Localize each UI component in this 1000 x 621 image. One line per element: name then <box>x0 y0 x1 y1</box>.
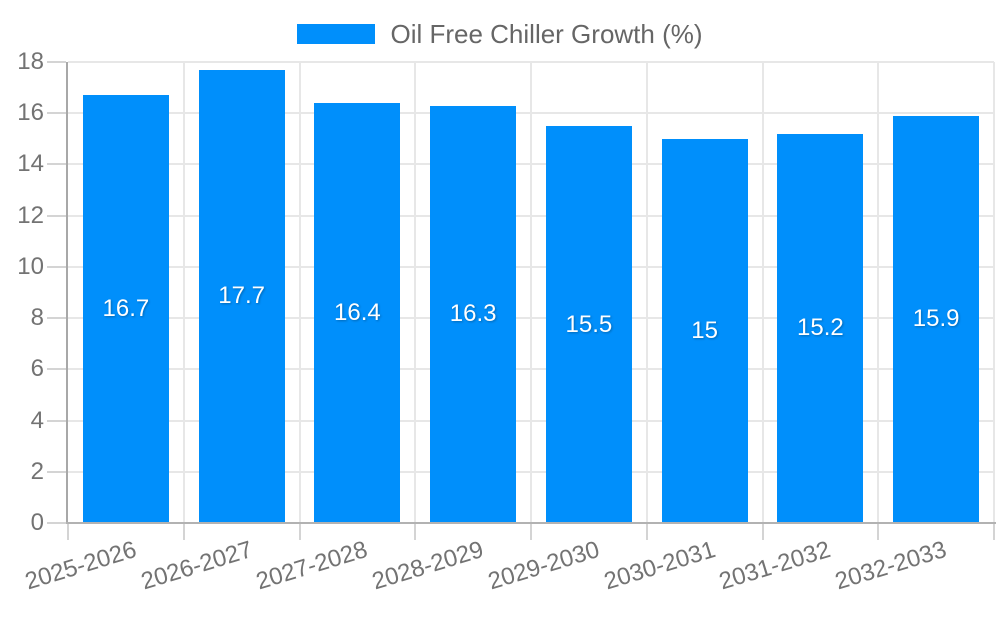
bar-value-label: 15 <box>691 316 718 344</box>
legend-series-label: Oil Free Chiller Growth (%) <box>390 19 703 49</box>
gridline-vertical <box>761 62 764 523</box>
y-axis-tick <box>47 61 66 63</box>
bar <box>198 69 285 523</box>
x-axis-tick <box>298 524 301 540</box>
x-axis-tick <box>530 524 532 540</box>
bar <box>545 126 632 523</box>
x-axis-tick <box>645 524 648 540</box>
gridline-vertical <box>182 62 185 523</box>
bar-value-label: 15.5 <box>565 310 613 338</box>
bar-value-label: 17.7 <box>218 282 265 310</box>
bar <box>430 105 517 523</box>
y-axis-label: 18 <box>17 48 44 75</box>
y-axis-tick <box>47 522 66 524</box>
gridline-vertical <box>414 62 417 523</box>
chart-canvas: { "legend": { "label": "Oil Free Chiller… <box>0 21 1000 596</box>
gridline-vertical <box>993 62 995 523</box>
gridline-vertical <box>530 62 532 523</box>
bar <box>777 133 864 523</box>
y-axis-tick <box>47 368 66 371</box>
y-axis-tick <box>47 214 66 217</box>
bar <box>661 138 748 523</box>
legend: Oil Free Chiller Growth (%) <box>0 21 1000 47</box>
y-axis-label: 10 <box>17 252 44 280</box>
y-axis-label: 14 <box>17 150 44 178</box>
y-axis-label: 16 <box>17 99 44 127</box>
y-axis-tick <box>47 265 66 268</box>
y-axis-tick <box>47 317 66 320</box>
bar <box>314 102 401 523</box>
plot-area: 0 2 4 6 8 10 12 14 16 18 16.7 2025-2026 17.7 2026-202… <box>17 48 996 595</box>
y-axis-line <box>66 62 68 523</box>
x-axis-tick <box>67 524 69 540</box>
x-axis-tick <box>761 524 764 540</box>
legend-item[interactable]: Oil Free Chiller Growth (%) <box>297 19 703 49</box>
y-axis-label: 12 <box>17 201 44 229</box>
bar-value-label: 16.4 <box>334 298 381 326</box>
bar-value-label: 15.2 <box>797 314 844 342</box>
bar-value-label: 15.9 <box>912 305 960 333</box>
x-axis-tick <box>993 524 995 540</box>
y-axis-label: 6 <box>30 355 44 383</box>
y-axis-label: 0 <box>30 509 44 536</box>
gridline-vertical <box>298 62 301 523</box>
y-axis-label: 2 <box>30 457 44 485</box>
legend-series-marker <box>297 24 376 44</box>
bar-value-label: 16.3 <box>449 300 497 328</box>
gridline-vertical <box>645 62 648 523</box>
gridline-vertical <box>877 62 880 523</box>
x-axis-tick <box>414 524 417 540</box>
bar <box>82 95 169 523</box>
y-axis-tick <box>47 419 66 422</box>
y-axis-tick <box>47 163 66 166</box>
y-axis-label: 8 <box>30 304 44 332</box>
bar-value-label: 16.7 <box>102 295 150 323</box>
y-axis-label: 4 <box>30 406 44 434</box>
y-axis-tick <box>47 470 66 473</box>
x-axis-line <box>66 522 996 524</box>
x-axis-tick <box>182 524 185 540</box>
y-axis-tick <box>47 112 66 115</box>
bar <box>893 115 980 523</box>
x-axis-tick <box>877 524 880 540</box>
